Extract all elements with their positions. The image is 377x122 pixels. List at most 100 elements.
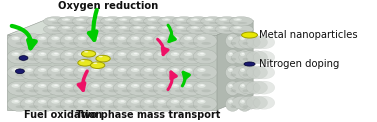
Ellipse shape bbox=[81, 37, 84, 39]
Ellipse shape bbox=[25, 100, 33, 104]
Ellipse shape bbox=[81, 60, 85, 62]
Ellipse shape bbox=[149, 58, 158, 61]
Ellipse shape bbox=[200, 69, 204, 70]
Ellipse shape bbox=[90, 62, 105, 69]
Ellipse shape bbox=[64, 100, 73, 104]
Ellipse shape bbox=[86, 25, 110, 34]
Ellipse shape bbox=[208, 27, 211, 28]
Ellipse shape bbox=[107, 37, 111, 39]
Ellipse shape bbox=[11, 84, 20, 88]
Ellipse shape bbox=[253, 96, 275, 109]
Ellipse shape bbox=[82, 105, 92, 108]
Ellipse shape bbox=[187, 84, 191, 86]
Ellipse shape bbox=[118, 100, 126, 104]
Ellipse shape bbox=[229, 25, 253, 34]
Ellipse shape bbox=[104, 100, 113, 104]
Ellipse shape bbox=[29, 105, 38, 108]
Ellipse shape bbox=[167, 34, 190, 48]
Ellipse shape bbox=[100, 65, 124, 80]
Ellipse shape bbox=[127, 49, 150, 64]
Ellipse shape bbox=[180, 34, 204, 48]
Ellipse shape bbox=[100, 34, 124, 48]
Ellipse shape bbox=[144, 36, 153, 40]
Ellipse shape bbox=[90, 26, 99, 29]
Ellipse shape bbox=[131, 52, 139, 56]
Ellipse shape bbox=[219, 18, 227, 21]
Ellipse shape bbox=[81, 51, 96, 57]
Ellipse shape bbox=[66, 30, 76, 32]
Ellipse shape bbox=[228, 52, 233, 56]
Ellipse shape bbox=[87, 97, 111, 111]
Ellipse shape bbox=[29, 89, 38, 92]
Ellipse shape bbox=[200, 37, 204, 39]
Ellipse shape bbox=[175, 105, 184, 108]
Ellipse shape bbox=[176, 26, 185, 29]
Ellipse shape bbox=[67, 100, 71, 102]
Ellipse shape bbox=[231, 81, 253, 94]
Ellipse shape bbox=[100, 97, 124, 111]
Ellipse shape bbox=[144, 84, 153, 88]
Ellipse shape bbox=[138, 22, 147, 24]
Ellipse shape bbox=[228, 100, 233, 104]
Polygon shape bbox=[7, 21, 253, 35]
Ellipse shape bbox=[179, 19, 183, 20]
Ellipse shape bbox=[122, 105, 131, 108]
Ellipse shape bbox=[246, 96, 268, 109]
Ellipse shape bbox=[107, 100, 111, 102]
Ellipse shape bbox=[7, 65, 31, 80]
Ellipse shape bbox=[188, 105, 198, 108]
Ellipse shape bbox=[147, 37, 151, 39]
Ellipse shape bbox=[153, 34, 177, 48]
Ellipse shape bbox=[118, 84, 126, 88]
Ellipse shape bbox=[160, 84, 164, 86]
Ellipse shape bbox=[150, 27, 154, 28]
Ellipse shape bbox=[80, 30, 90, 32]
Ellipse shape bbox=[160, 37, 164, 39]
Ellipse shape bbox=[230, 100, 232, 102]
Ellipse shape bbox=[230, 69, 232, 70]
FancyArrowPatch shape bbox=[168, 25, 175, 42]
Ellipse shape bbox=[109, 42, 118, 45]
Ellipse shape bbox=[229, 17, 253, 26]
Ellipse shape bbox=[225, 81, 240, 96]
Ellipse shape bbox=[87, 65, 111, 80]
Ellipse shape bbox=[47, 97, 71, 111]
Ellipse shape bbox=[41, 37, 44, 39]
Ellipse shape bbox=[11, 52, 20, 56]
Ellipse shape bbox=[86, 17, 110, 26]
Ellipse shape bbox=[253, 81, 275, 94]
Ellipse shape bbox=[113, 97, 137, 111]
Ellipse shape bbox=[238, 22, 247, 24]
Ellipse shape bbox=[74, 34, 98, 48]
Ellipse shape bbox=[215, 25, 239, 34]
Ellipse shape bbox=[150, 19, 154, 20]
Ellipse shape bbox=[99, 56, 103, 57]
Ellipse shape bbox=[34, 49, 58, 64]
Ellipse shape bbox=[52, 22, 61, 24]
Ellipse shape bbox=[14, 53, 18, 54]
Ellipse shape bbox=[38, 68, 46, 72]
Ellipse shape bbox=[107, 53, 111, 54]
Ellipse shape bbox=[205, 18, 213, 21]
Ellipse shape bbox=[158, 17, 182, 26]
Ellipse shape bbox=[82, 74, 92, 76]
Ellipse shape bbox=[209, 30, 219, 32]
Ellipse shape bbox=[127, 81, 150, 96]
Ellipse shape bbox=[20, 65, 44, 80]
Ellipse shape bbox=[14, 37, 18, 39]
Ellipse shape bbox=[51, 36, 60, 40]
Ellipse shape bbox=[64, 68, 73, 72]
Ellipse shape bbox=[94, 37, 98, 39]
FancyArrowPatch shape bbox=[168, 72, 176, 90]
Ellipse shape bbox=[201, 17, 225, 26]
Ellipse shape bbox=[184, 52, 192, 56]
Ellipse shape bbox=[171, 84, 179, 88]
Ellipse shape bbox=[167, 49, 190, 64]
Ellipse shape bbox=[173, 37, 178, 39]
Ellipse shape bbox=[69, 42, 78, 45]
Ellipse shape bbox=[162, 26, 170, 29]
Ellipse shape bbox=[184, 68, 192, 72]
Ellipse shape bbox=[48, 18, 56, 21]
Ellipse shape bbox=[123, 30, 133, 32]
Ellipse shape bbox=[179, 27, 183, 28]
